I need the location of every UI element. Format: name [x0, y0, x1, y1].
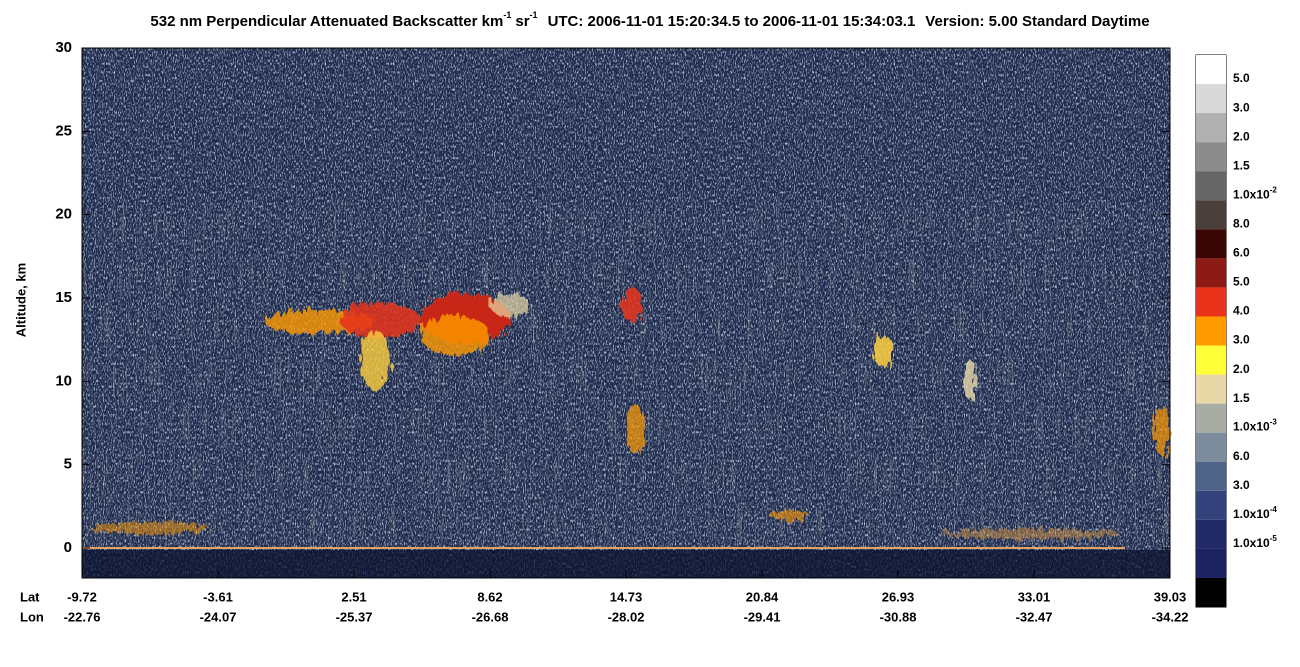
- colorbar-label-sup: -3: [1270, 418, 1278, 427]
- lat-label: 2.51: [341, 589, 366, 604]
- y-tick-label: 20: [55, 206, 72, 223]
- colorbar-swatch: [1196, 490, 1226, 520]
- colorbar-swatch: [1196, 403, 1226, 433]
- colorbar-label-base: 1.0x10: [1233, 187, 1270, 201]
- colorbar-label: 1.5: [1233, 158, 1250, 172]
- title-part: UTC: 2006-11-01 15:20:34.5 to 2006-11-01…: [548, 13, 916, 30]
- colorbar-swatch: [1196, 374, 1226, 404]
- colorbar-label: 2.0: [1233, 129, 1250, 143]
- colorbar-swatch: [1196, 84, 1226, 114]
- clouds: [90, 287, 1170, 539]
- title-part: sr: [515, 13, 529, 30]
- lon-label: -30.88: [880, 609, 917, 624]
- colorbar-label: 5.0: [1233, 71, 1250, 85]
- lon-label: -29.41: [744, 609, 781, 624]
- title-sup: -1: [503, 10, 511, 20]
- y-tick-label: 5: [64, 456, 72, 473]
- chart-title: 532 nm Perpendicular Attenuated Backscat…: [150, 10, 1149, 30]
- colorbar-label: 3.0: [1233, 333, 1250, 347]
- lon-label: -34.22: [1152, 609, 1189, 624]
- colorbar-label-sup: -5: [1270, 534, 1278, 543]
- lat-label: -3.61: [203, 589, 233, 604]
- y-tick-label: 15: [55, 289, 72, 306]
- colorbar-swatch: [1196, 142, 1226, 172]
- lon-label: -26.68: [472, 609, 509, 624]
- colorbar-label: 2.0: [1233, 362, 1250, 376]
- lat-label: 26.93: [882, 589, 915, 604]
- colorbar-swatch: [1196, 432, 1226, 462]
- colorbar-swatch: [1196, 548, 1226, 578]
- x-row-label: Lat: [20, 589, 40, 604]
- lon-label: -25.37: [336, 609, 373, 624]
- plot-area: [81, 47, 1171, 579]
- colorbar-swatch: [1196, 113, 1226, 143]
- lon-label: -22.76: [64, 609, 101, 624]
- colorbar-swatch: [1196, 171, 1226, 201]
- y-axis-label: Altitude, km: [13, 263, 28, 337]
- colorbar-swatch: [1196, 200, 1226, 230]
- colorbar-swatch: [1196, 461, 1226, 491]
- colorbar-label-sup: -2: [1270, 185, 1278, 194]
- colorbar-swatch: [1196, 519, 1226, 549]
- lat-label: 20.84: [746, 589, 779, 604]
- title-part: 532 nm Perpendicular Attenuated Backscat…: [150, 13, 503, 30]
- colorbar-label-base: 1.0x10: [1233, 507, 1270, 521]
- y-tick-label: 30: [55, 39, 72, 56]
- lat-label: 14.73: [610, 589, 643, 604]
- title-part: Version: 5.00 Standard Daytime: [925, 13, 1149, 30]
- streak-texture: [82, 200, 1170, 550]
- colorbar-label: 5.0: [1233, 275, 1250, 289]
- colorbar-label-base: 1.0x10: [1233, 536, 1270, 550]
- y-tick-label: 10: [55, 372, 72, 389]
- colorbar-label: 4.0: [1233, 304, 1250, 318]
- colorbar-swatch: [1196, 229, 1226, 259]
- colorbar-label: 1.0x10-4: [1233, 505, 1277, 521]
- colorbar-label: 1.0x10-2: [1233, 185, 1277, 201]
- lat-label: 8.62: [477, 589, 502, 604]
- colorbar-label: 3.0: [1233, 478, 1250, 492]
- colorbar-label: 6.0: [1233, 449, 1250, 463]
- colorbar-label: 3.0: [1233, 100, 1250, 114]
- lat-label: 33.01: [1018, 589, 1051, 604]
- colorbar-swatch: [1196, 258, 1226, 288]
- colorbar-swatch: [1196, 287, 1226, 317]
- colorbar-label: 1.5: [1233, 391, 1250, 405]
- colorbar-swatch: [1196, 345, 1226, 375]
- lat-label: -9.72: [67, 589, 97, 604]
- colorbar-swatch: [1196, 316, 1226, 346]
- y-tick-label: 25: [55, 122, 72, 139]
- y-tick-label: 0: [64, 539, 72, 556]
- colorbar-label: 1.0x10-5: [1233, 534, 1277, 550]
- lon-label: -32.47: [1016, 609, 1053, 624]
- lon-label: -24.07: [200, 609, 237, 624]
- colorbar-swatch: [1196, 577, 1226, 607]
- colorbar-label: 6.0: [1233, 246, 1250, 260]
- x-row-label: Lon: [20, 609, 44, 624]
- lon-label: -28.02: [608, 609, 645, 624]
- colorbar-swatch: [1196, 55, 1226, 85]
- colorbar-label: 1.0x10-3: [1233, 418, 1277, 434]
- lat-label: 39.03: [1154, 589, 1187, 604]
- title-sup: -1: [530, 10, 538, 20]
- colorbar-label: 8.0: [1233, 216, 1250, 230]
- colorbar-label-sup: -4: [1270, 505, 1278, 514]
- colorbar-label-base: 1.0x10: [1233, 420, 1270, 434]
